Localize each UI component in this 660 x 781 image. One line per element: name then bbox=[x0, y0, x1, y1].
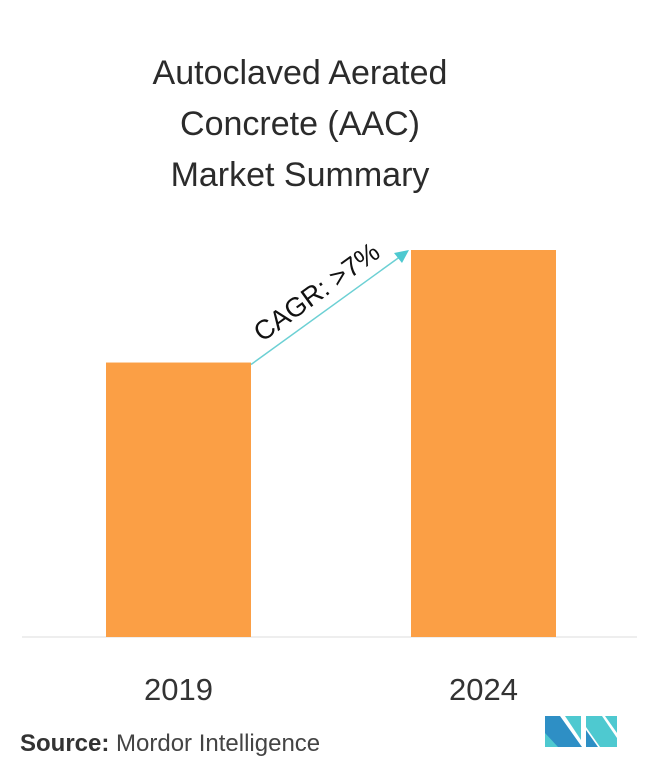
cagr-arrow bbox=[250, 255, 402, 366]
bar-2019 bbox=[106, 362, 251, 637]
cagr-label: CAGR: >7% bbox=[248, 236, 385, 347]
title-line-3: Market Summary bbox=[170, 156, 430, 194]
source-label: Source: bbox=[20, 730, 110, 757]
title-line-1: Autoclaved Aerated bbox=[152, 54, 448, 92]
chart-title: Autoclaved Aerated Concrete (AAC) Market… bbox=[0, 48, 600, 201]
x-tick-label: 2019 bbox=[144, 672, 213, 707]
arrow-head-icon bbox=[394, 250, 409, 263]
bar-2024 bbox=[411, 250, 556, 637]
x-tick-label: 2024 bbox=[449, 672, 518, 707]
title-line-2: Concrete (AAC) bbox=[180, 105, 420, 143]
source-note: Source: Mordor Intelligence bbox=[20, 730, 320, 758]
source-text: Mordor Intelligence bbox=[116, 730, 321, 757]
